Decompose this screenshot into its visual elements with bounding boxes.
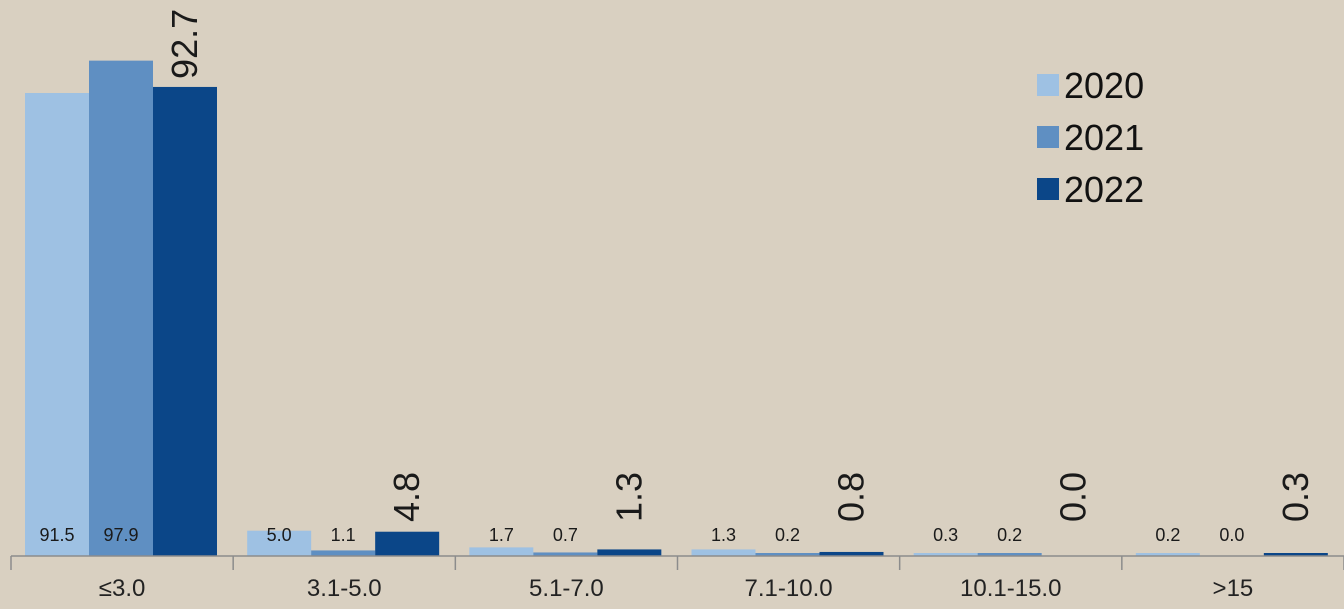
bar [247, 530, 312, 556]
data-label: 0.0 [1219, 525, 1244, 545]
bar [691, 549, 756, 556]
bar [977, 553, 1042, 556]
legend: 2020 2021 2022 [1037, 65, 1144, 210]
x-tick-label: >15 [1213, 575, 1254, 602]
bar [469, 547, 534, 556]
bar [375, 531, 440, 556]
data-label: 0.0 [1053, 472, 1094, 522]
legend-swatch [1037, 178, 1059, 200]
data-label: 0.2 [1155, 525, 1180, 545]
bar [819, 551, 884, 556]
x-tick-label: ≤3.0 [99, 575, 146, 602]
bar [913, 553, 978, 556]
bar [1135, 553, 1200, 556]
bar [25, 93, 89, 556]
data-label: 0.2 [775, 525, 800, 545]
data-label: 5.0 [267, 525, 292, 545]
data-label: 1.3 [608, 472, 649, 522]
data-label: 0.3 [1275, 472, 1316, 522]
data-labels-layer: 91.5 97.9 92.7 5.0 1.1 4.8 1.7 0.7 1.3 1.3 0.2 0.8 0… [39, 9, 1315, 545]
data-label: 0.8 [831, 472, 872, 522]
data-label: 91.5 [39, 525, 74, 545]
bar [755, 553, 820, 556]
x-tick-label: 3.1-5.0 [307, 575, 382, 602]
x-tick-label: 10.1-15.0 [960, 575, 1061, 602]
bars-layer [25, 60, 1328, 557]
legend-swatch [1037, 74, 1059, 96]
data-label: 0.2 [997, 525, 1022, 545]
data-label: 1.7 [489, 525, 514, 545]
legend-label: 2021 [1064, 117, 1144, 158]
data-label: 97.9 [103, 525, 138, 545]
data-label: 0.7 [553, 525, 578, 545]
bar [89, 60, 153, 556]
bar [597, 549, 662, 556]
bar [533, 552, 598, 556]
x-axis: ≤3.0 3.1-5.0 5.1-7.0 7.1-10.0 10.1-15.0 >15 [10, 555, 1344, 602]
x-tick-label: 5.1-7.0 [529, 575, 604, 602]
bar [311, 550, 376, 556]
data-label: 4.8 [386, 472, 427, 522]
data-label: 1.3 [711, 525, 736, 545]
data-label: 1.1 [331, 525, 356, 545]
legend-label: 2022 [1064, 169, 1144, 210]
legend-swatch [1037, 126, 1059, 148]
data-label: 0.3 [933, 525, 958, 545]
legend-label: 2020 [1064, 65, 1144, 106]
data-label: 92.7 [164, 9, 205, 79]
bar [153, 86, 217, 557]
bar [1263, 553, 1328, 556]
x-tick-label: 7.1-10.0 [745, 575, 833, 602]
